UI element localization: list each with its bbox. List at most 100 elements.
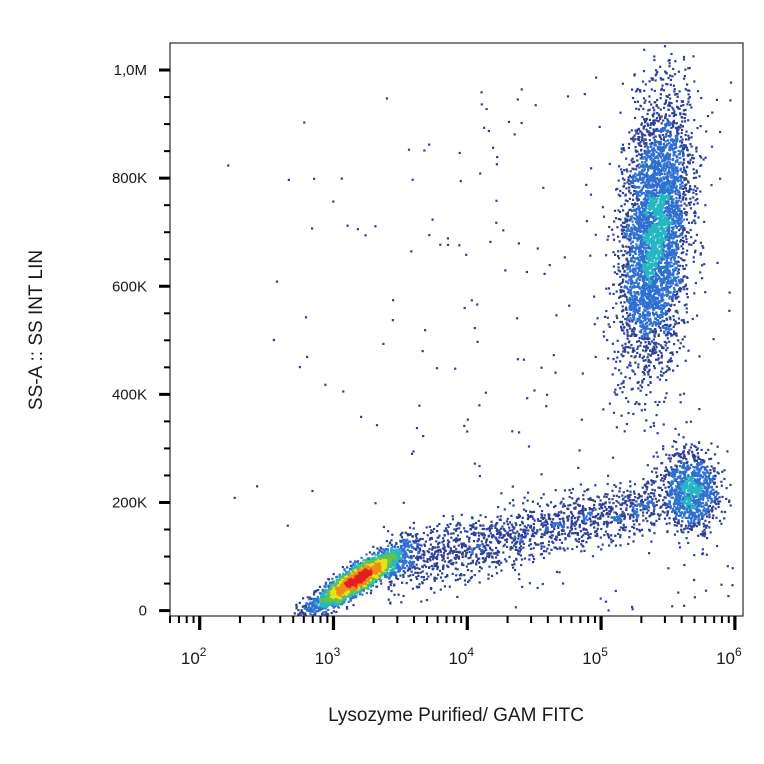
event-point [659,204,662,207]
event-point [622,385,625,389]
event-point [652,313,655,316]
event-point [374,562,377,565]
event-point [673,288,676,291]
event-point [349,579,352,582]
event-point [645,224,648,227]
event-point [680,319,683,322]
event-point [377,565,380,568]
event-point [646,314,649,317]
event-point [675,140,678,143]
event-point [384,561,387,564]
event-point [669,74,672,77]
event-point [626,181,629,184]
event-point [347,595,350,598]
event-point [635,243,638,246]
event-point [682,187,685,190]
event-point [390,562,393,566]
event-point [334,594,337,598]
event-point [369,579,372,582]
event-point [379,550,382,553]
event-point [644,322,647,326]
event-point [360,556,363,559]
event-point [676,193,679,196]
event-point [348,592,351,595]
event-point [369,578,372,581]
event-point [669,258,673,261]
event-point [323,597,326,600]
event-point [676,243,679,246]
event-point [303,612,306,615]
event-point [633,225,636,228]
event-point [639,175,642,178]
event-point [631,194,635,197]
event-point [378,574,381,577]
event-point [370,585,373,588]
event-point [642,107,645,110]
event-point [651,324,654,327]
event-point [643,124,646,128]
event-point [428,525,431,528]
event-point [312,603,315,606]
event-point [655,414,658,417]
event-point [661,313,664,316]
event-point [658,162,661,165]
event-point [631,167,634,170]
event-point [309,610,312,613]
event-point [346,585,349,588]
event-point [355,592,358,595]
event-point [658,219,661,222]
event-point [631,203,634,206]
event-point [659,140,662,143]
event-point [648,240,651,244]
event-point [678,300,681,303]
event-point [650,160,654,163]
event-point [641,135,644,138]
event-point [383,567,386,570]
event-point [677,271,680,274]
event-point [689,201,693,204]
event-point [312,610,315,613]
event-point [327,602,330,605]
event-point [639,130,642,133]
event-point [341,602,344,606]
event-point [643,142,646,145]
event-point [355,583,358,586]
event-point [652,152,655,155]
event-point [695,150,698,153]
event-point [321,588,324,591]
event-point [323,607,326,610]
event-point [657,275,661,278]
event-point [617,235,620,238]
event-point [638,144,641,147]
event-point [691,154,694,157]
event-point [320,598,323,601]
event-point [652,294,655,298]
event-point [674,134,677,137]
event-point [376,568,379,571]
event-point [316,595,319,598]
event-point [353,562,356,565]
event-point [382,559,385,562]
event-point [650,340,653,343]
event-point [320,595,323,598]
event-point [631,280,634,283]
event-point [676,246,679,249]
event-point [321,613,324,616]
event-point [626,211,629,214]
event-point [669,264,672,267]
event-point [678,191,681,194]
event-point [664,101,667,104]
event-point [601,206,604,209]
event-point [376,554,379,557]
event-point [679,278,682,281]
event-point [666,265,669,268]
event-point [637,218,640,221]
event-point [661,265,664,268]
event-point [315,604,318,607]
event-point [619,218,622,221]
event-point [364,580,367,583]
event-point [690,106,693,109]
event-point [644,236,647,239]
event-point [311,605,314,608]
event-point [625,252,628,255]
